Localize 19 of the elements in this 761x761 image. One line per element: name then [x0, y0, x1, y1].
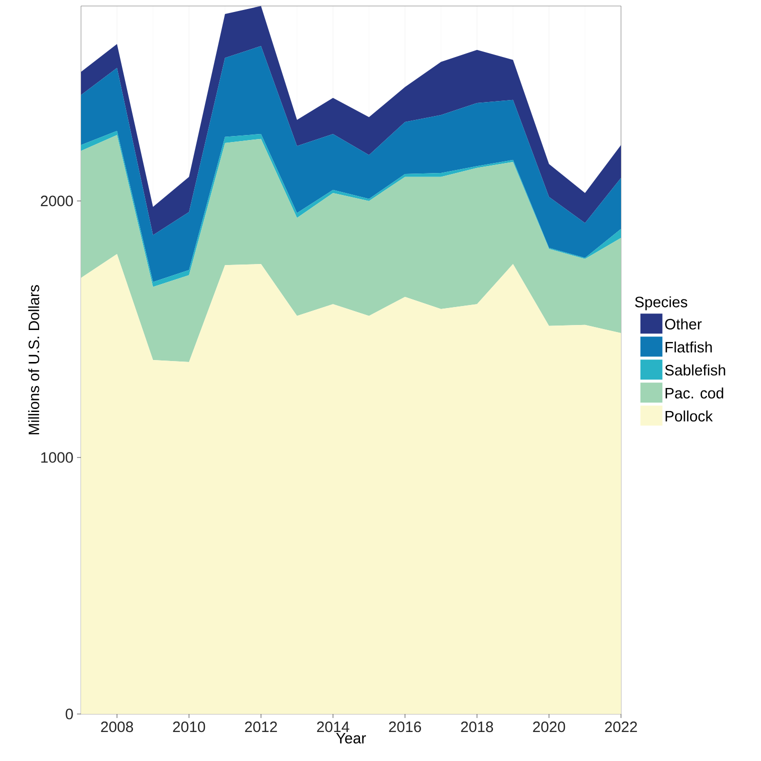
y-tick-label: 2000 [40, 196, 73, 206]
y-axis-title: Millions of U.S. Dollars [28, 285, 40, 434]
x-tick-label: 2018 [461, 722, 494, 732]
legend-label: Sablefish [665, 364, 726, 376]
x-axis-title: Year [336, 733, 366, 744]
x-tick-label: 2022 [605, 722, 637, 732]
x-tick-label: 2020 [533, 722, 566, 732]
x-tick-label: 2008 [101, 722, 134, 732]
x-tick-label: 2010 [173, 722, 206, 732]
y-tick-label: 1000 [41, 452, 73, 463]
y-tick-label: 0 [66, 708, 73, 720]
legend-label: Flatfish [666, 342, 712, 353]
x-tick-label: 2012 [245, 722, 277, 732]
legend-label: Pollock [666, 410, 713, 422]
x-tick-label: 2016 [389, 722, 422, 732]
legend-label: Other [665, 318, 702, 330]
x-tick-label: 2014 [317, 722, 350, 732]
legend-label: Pac. cod [666, 388, 724, 399]
legend-title: Species [635, 296, 688, 310]
